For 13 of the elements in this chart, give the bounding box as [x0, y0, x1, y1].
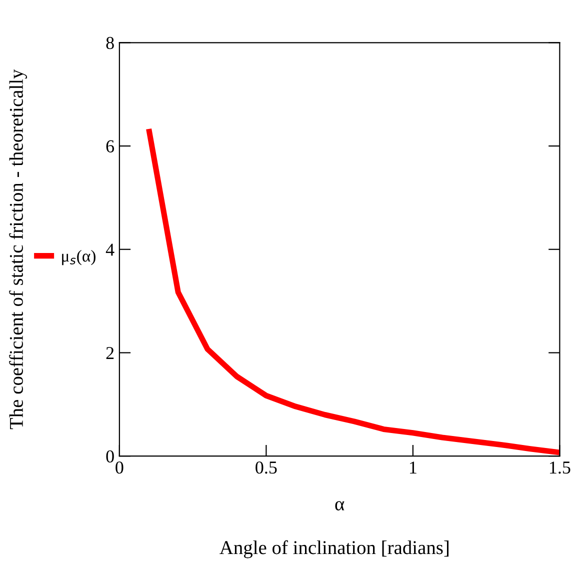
- x-tick-label: 0.5: [256, 461, 277, 474]
- y-tick-label: 0: [106, 450, 114, 463]
- x-tick-label: 1: [410, 462, 416, 474]
- y-axis-title: The coefficient of static friction - theoretically: [9, 69, 27, 430]
- x-axis-title: α: [335, 501, 344, 510]
- y-tick-label: 2: [106, 347, 114, 359]
- y-tick-label: 6: [106, 140, 114, 152]
- y-tick-label: 8: [106, 36, 114, 50]
- text: Angle of inclination [radians]: [220, 540, 448, 558]
- y-tick-label: 4: [106, 244, 114, 256]
- x-tick-label: 1.5: [550, 462, 570, 474]
- legend-label: μ$_{s}$(α): [62, 250, 96, 266]
- x-tick-label: 0: [116, 461, 124, 474]
